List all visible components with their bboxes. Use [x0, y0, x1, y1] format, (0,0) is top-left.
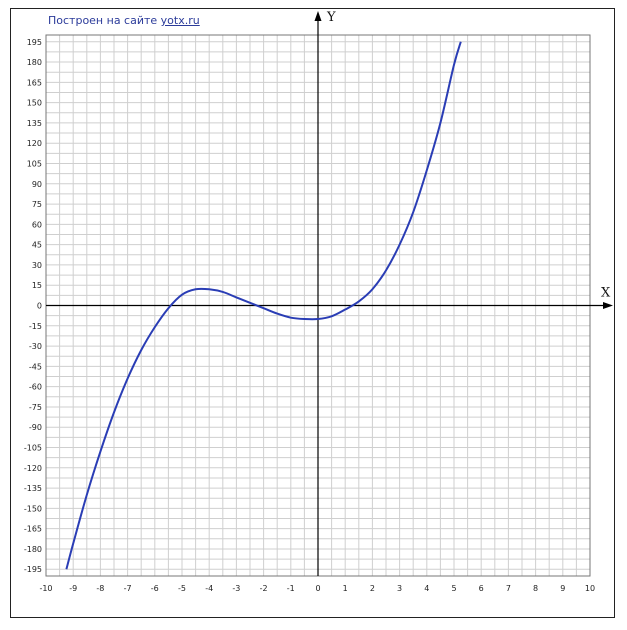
x-tick-label: -4	[205, 584, 213, 593]
x-axis-label: X	[601, 286, 611, 301]
x-tick-label: 0	[315, 584, 320, 593]
y-tick-label: 45	[32, 241, 42, 250]
axes	[46, 11, 613, 576]
x-tick-label: 2	[370, 584, 375, 593]
x-tick-label: -5	[178, 584, 186, 593]
y-tick-label: 90	[32, 180, 42, 189]
y-tick-label: -135	[24, 484, 42, 493]
y-tick-label: 165	[27, 78, 42, 87]
tick-labels: -10 -9 -8 -7 -6 -5 -4 -3 -2 -1 0 1 2 3 4 5 6 7 8 9 101951801…	[24, 38, 595, 593]
x-tick-label: 5	[451, 584, 456, 593]
y-tick-label: -90	[29, 423, 42, 432]
y-tick-label: -120	[24, 464, 42, 473]
series-line	[65, 41, 462, 570]
x-tick-label: -7	[124, 584, 132, 593]
credit-text: Построен на сайте yotx.ru	[48, 14, 200, 27]
x-tick-label: -10	[39, 584, 52, 593]
x-tick-label: 9	[560, 584, 565, 593]
x-tick-label: 10	[585, 584, 595, 593]
x-tick-label: -3	[232, 584, 240, 593]
credit-label: Построен на сайте	[48, 14, 158, 27]
x-tick-label: -2	[260, 584, 268, 593]
y-tick-label: 150	[27, 99, 42, 108]
y-tick-label: 30	[32, 261, 42, 270]
y-tick-label: 180	[27, 58, 42, 67]
y-axis-label: Y	[326, 10, 336, 25]
y-tick-label: -15	[29, 322, 42, 331]
x-tick-label: 3	[397, 584, 402, 593]
x-tick-label: 7	[506, 584, 511, 593]
y-axis-arrow	[314, 11, 322, 21]
y-tick-label: 0	[37, 302, 42, 311]
y-tick-label: -105	[24, 444, 42, 453]
y-tick-label: 105	[27, 159, 42, 168]
x-tick-label: -8	[96, 584, 104, 593]
x-tick-label: -9	[69, 584, 77, 593]
y-tick-label: 135	[27, 119, 42, 128]
y-tick-label: 75	[32, 200, 42, 209]
y-tick-label: -165	[24, 525, 42, 534]
x-tick-label: 8	[533, 584, 538, 593]
y-tick-label: 15	[32, 281, 42, 290]
x-tick-label: -6	[151, 584, 159, 593]
y-tick-label: -150	[24, 504, 42, 513]
y-tick-label: -195	[24, 565, 42, 574]
x-axis-arrow	[603, 302, 613, 309]
y-tick-label: 120	[27, 139, 42, 148]
chart-frame	[10, 8, 615, 618]
y-tick-label: -30	[29, 342, 42, 351]
y-tick-label: -75	[29, 403, 42, 412]
y-tick-label: 195	[27, 38, 42, 47]
credit-link[interactable]: yotx.ru	[160, 14, 200, 27]
y-tick-label: -60	[29, 383, 42, 392]
x-tick-label: 4	[424, 584, 429, 593]
y-tick-label: -45	[29, 362, 42, 371]
series-layer	[65, 41, 462, 570]
x-tick-label: 1	[343, 584, 348, 593]
x-tick-label: 6	[479, 584, 484, 593]
y-tick-label: -180	[24, 545, 42, 554]
y-tick-label: 60	[32, 220, 42, 229]
x-tick-label: -1	[287, 584, 295, 593]
